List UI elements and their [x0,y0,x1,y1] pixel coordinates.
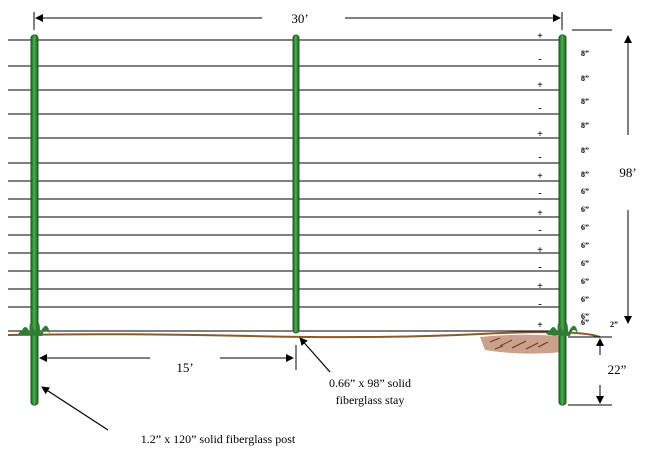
wire-polarity-label: - [538,152,541,163]
wire-polarity-label: - [538,262,541,273]
depth-label: 22” [608,362,627,377]
wire-polarity-label: - [538,299,541,310]
wire-polarity-label: + [537,245,543,256]
wire-polarity-label: - [538,54,541,65]
wire-polarity-label: + [537,320,543,331]
stay-label-line1: 0.66” x 98” solid [329,376,411,390]
stay-label-line2: fiberglass stay [336,393,405,407]
post-callout: 1.2” x 120” solid fiberglass post [41,386,296,446]
wire-spacing-label: 6” [581,312,589,321]
total-width-label: 30’ [291,11,308,26]
wire-polarity-label: - [538,225,541,236]
wire-polarity-label: - [538,188,541,199]
total-width-dimension: 30’ [33,11,563,30]
wire-spacing-label: 6” [581,205,589,214]
wire-spacing-label: 6” [581,277,589,286]
wire-polarity-label: + [537,129,543,140]
wire-spacing-label: 8” [581,49,589,58]
wire-polarity-label: + [537,80,543,91]
wire-polarity-label: + [537,171,543,182]
center-stay [292,34,300,334]
height-label: 98’ [619,165,636,180]
post-label: 1.2” x 120” solid fiberglass post [141,432,296,446]
wire-spacing-label: 6” [581,295,589,304]
wire-spacing-labels: 8”8”8”8”8”8”6”6”6”6”6”6”6”6”6”+-+-+-+-+-… [537,31,589,331]
wire-spacing-label: 6” [581,187,589,196]
wire-spacing-label: 8” [581,97,589,106]
half-width-label: 15’ [176,360,193,375]
wire-group [8,39,560,332]
right-grass-icon [546,323,578,336]
wire-spacing-label: 6” [581,318,589,327]
depth-dimension: 22” [568,336,627,406]
wire-spacing-label: 6” [581,241,589,250]
height-dimension: 98’ [572,29,637,324]
wire-spacing-label: 6” [581,223,589,232]
wire-polarity-label: + [537,208,543,219]
left-grass-icon [18,323,50,336]
stay-callout: 0.66” x 98” solid fiberglass stay [299,337,411,407]
half-width-dimension: 15’ [39,345,297,375]
wire-polarity-label: + [537,31,543,42]
wire-polarity-label: + [537,281,543,292]
left-post [30,34,39,406]
wire-spacing-label: 8” [581,74,589,83]
wire-polarity-label: - [538,103,541,114]
wire-spacing-label: 8” [581,170,589,179]
ground-gap-label: 2” [610,320,618,329]
right-post [558,34,567,406]
wire-spacing-label: 8” [581,146,589,155]
wire-spacing-label: 8” [581,121,589,130]
wire-spacing-label: 6” [581,259,589,268]
ground [7,331,601,354]
